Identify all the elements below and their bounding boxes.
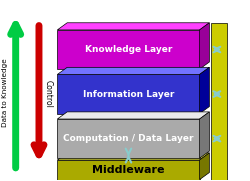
Polygon shape — [200, 67, 209, 114]
Text: Data to Knowledge: Data to Knowledge — [2, 58, 8, 127]
Text: Information Layer: Information Layer — [83, 90, 174, 99]
Text: Middleware: Middleware — [92, 165, 165, 175]
Polygon shape — [57, 119, 200, 158]
Polygon shape — [57, 30, 200, 69]
Polygon shape — [200, 153, 209, 180]
Polygon shape — [57, 153, 210, 160]
Polygon shape — [200, 23, 209, 69]
Text: Knowledge Layer: Knowledge Layer — [85, 45, 172, 54]
Polygon shape — [57, 74, 200, 114]
Polygon shape — [200, 112, 209, 158]
Text: Control: Control — [44, 80, 53, 108]
Polygon shape — [57, 112, 210, 119]
Polygon shape — [57, 67, 210, 74]
Polygon shape — [57, 23, 210, 30]
Polygon shape — [57, 160, 200, 180]
Text: Computation / Data Layer: Computation / Data Layer — [63, 134, 194, 143]
Polygon shape — [210, 23, 226, 180]
